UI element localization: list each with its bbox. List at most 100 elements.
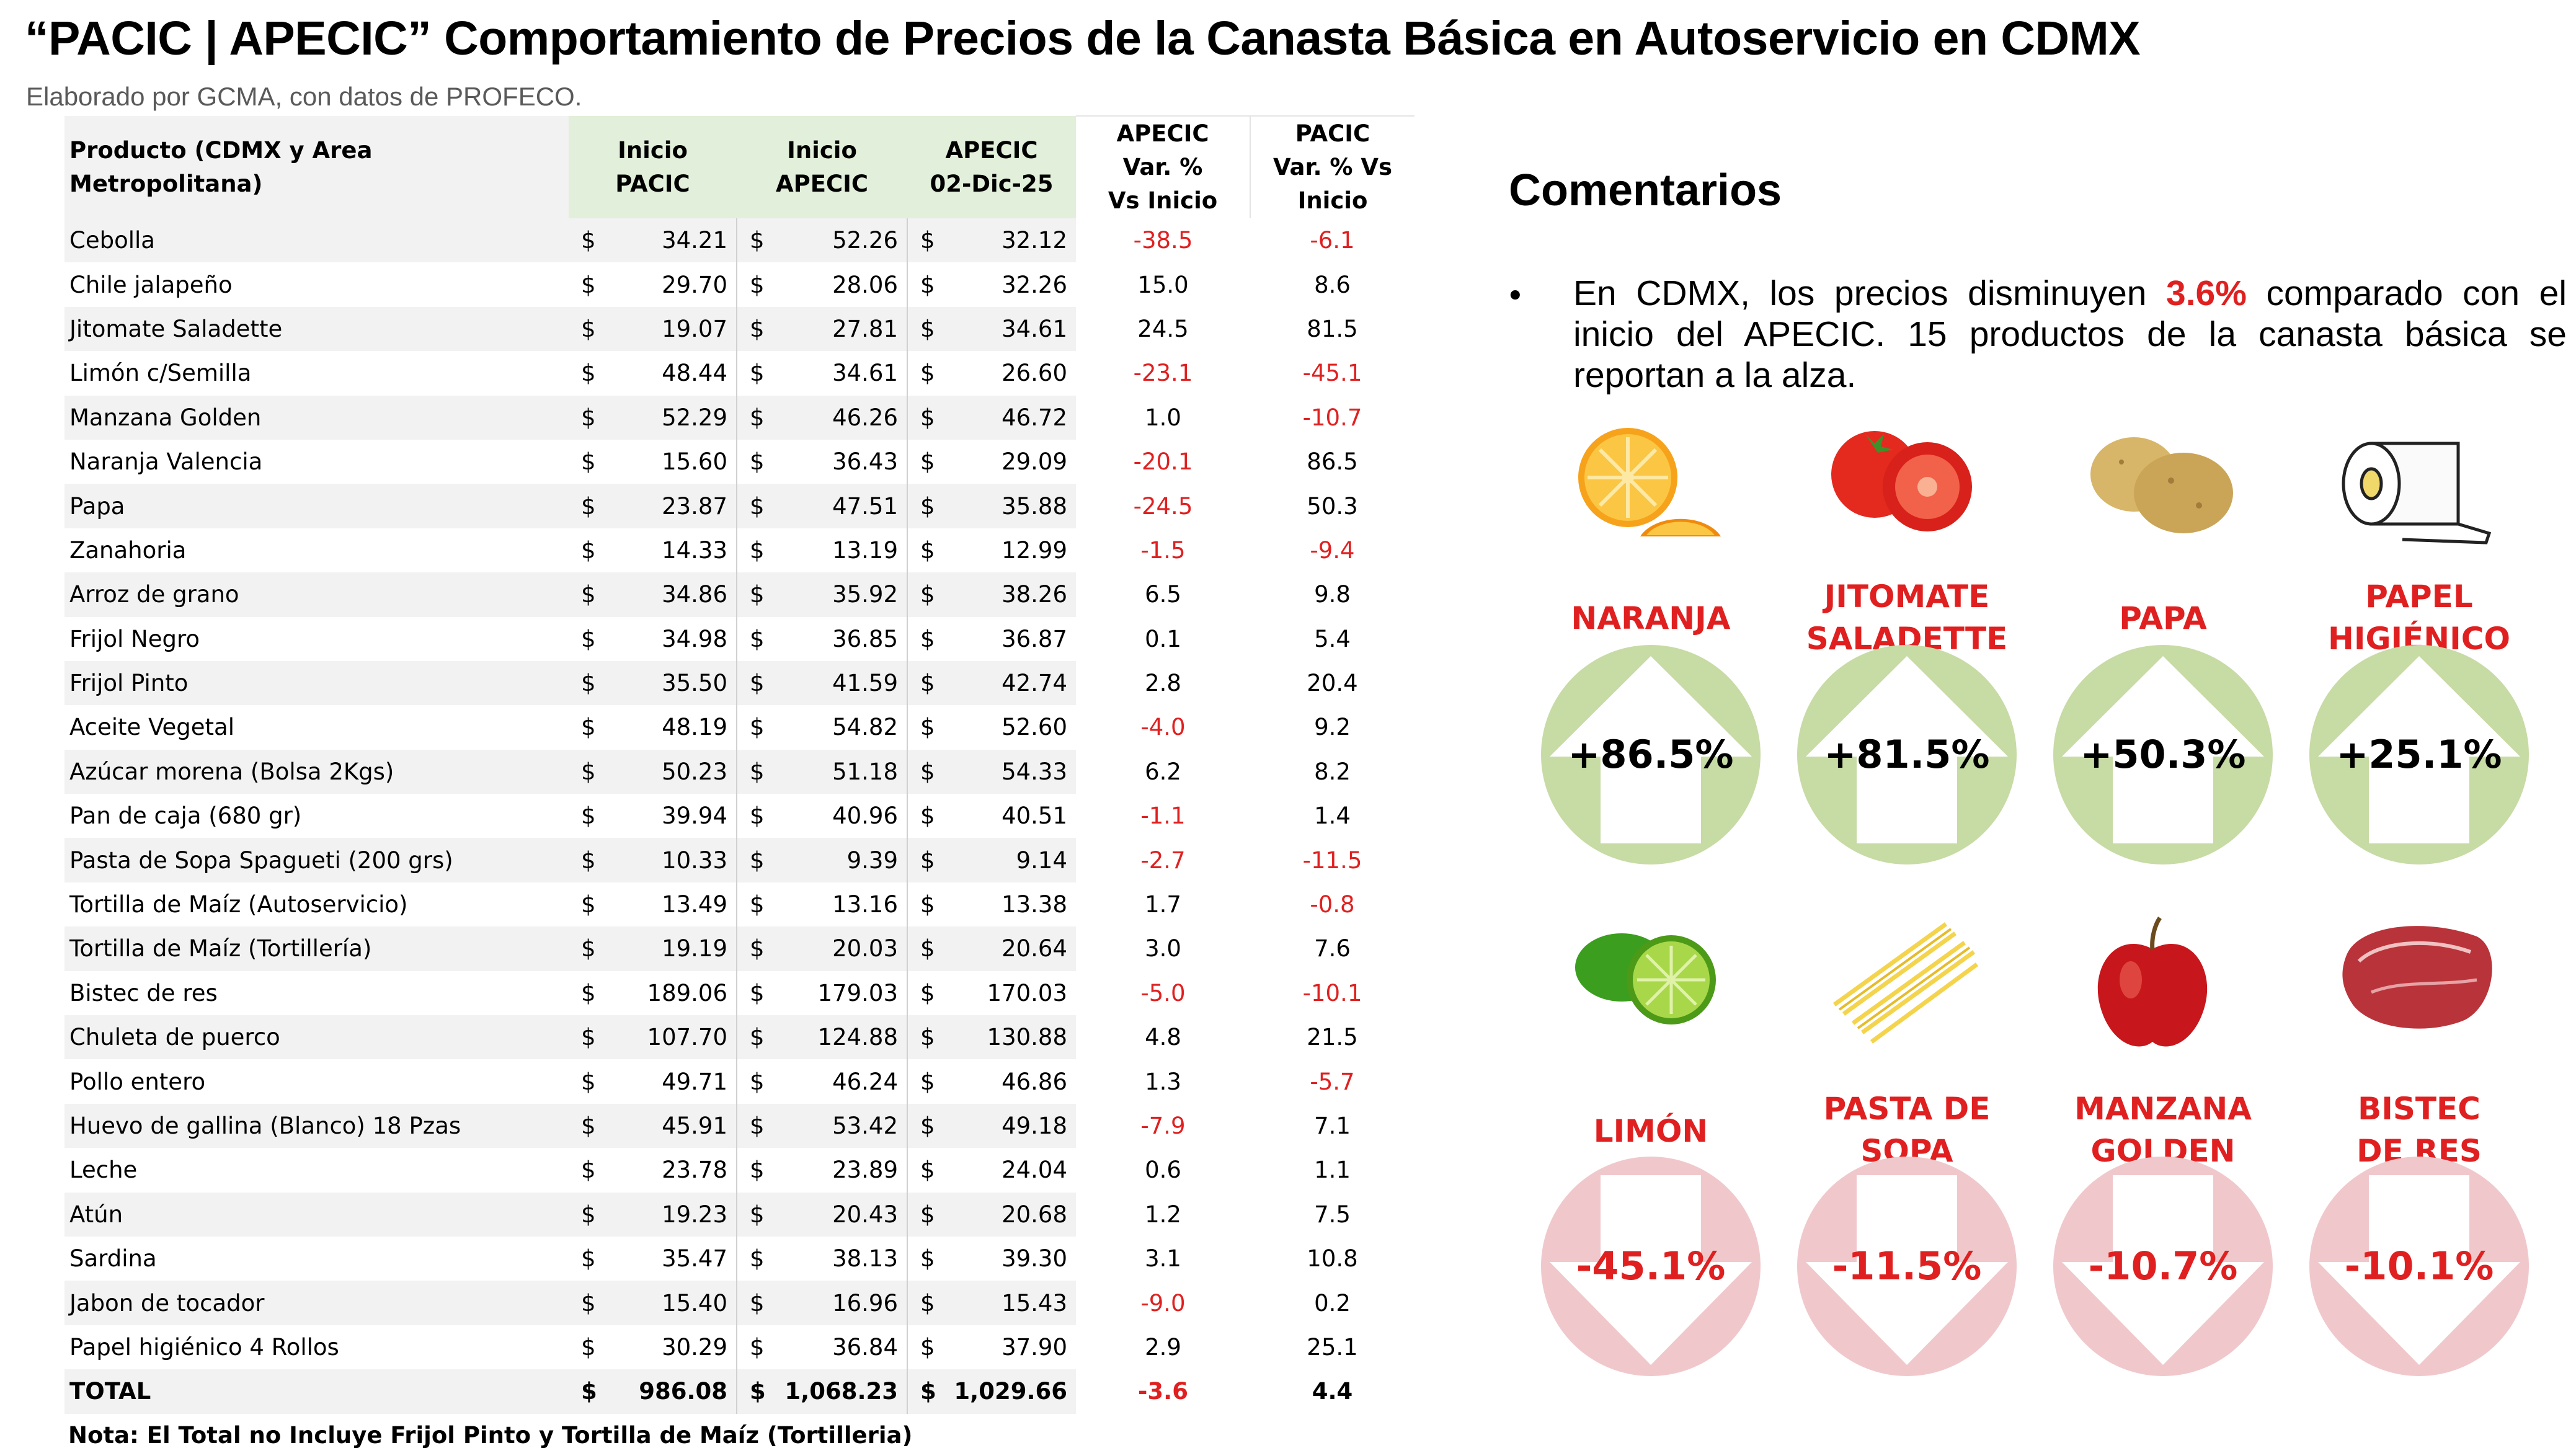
dollar-sign: $: [920, 1068, 935, 1095]
price-value: 1,068.23: [784, 1378, 898, 1405]
price-value: 15.40: [662, 1289, 727, 1317]
header-line: Inicio: [618, 136, 688, 164]
product-cell: Chile jalapeño: [69, 271, 233, 298]
header-line: APECIC: [945, 136, 1038, 164]
apecic-var-cell: 15.0: [1137, 271, 1189, 298]
price-value: 53.42: [832, 1113, 898, 1139]
dollar-sign: $: [581, 846, 596, 874]
bullet-icon: •: [1506, 278, 1525, 315]
decrease-badge: -10.1%: [2309, 1157, 2529, 1376]
badge-value: +25.1%: [2336, 732, 2502, 777]
dollar-sign: $: [920, 1113, 935, 1139]
apecic-var-cell: -7.9: [1140, 1113, 1186, 1139]
dollar-sign: $: [581, 891, 596, 918]
apecic-cell: $40.51: [907, 794, 1076, 838]
apecic-cell: $38.26: [907, 572, 1076, 617]
dollar-sign: $: [581, 1333, 596, 1361]
dollar-sign: $: [920, 360, 935, 387]
pacic-var-cell: 0.2: [1314, 1289, 1351, 1317]
price-value: 19.07: [662, 315, 727, 342]
dollar-sign: $: [750, 492, 765, 520]
inicio-pacic-cell: $23.87: [569, 484, 737, 528]
dollar-sign: $: [920, 1201, 935, 1228]
inicio-pacic-cell: $23.78: [569, 1148, 737, 1192]
dollar-sign: $: [581, 448, 596, 476]
product-cell: Arroz de grano: [64, 572, 569, 617]
inicio-pacic-cell: $14.33: [569, 528, 737, 572]
dollar-sign: $: [581, 979, 596, 1006]
product-cell: Huevo de gallina (Blanco) 18 Pzas: [64, 1103, 569, 1149]
inicio-pacic-cell: $107.70: [569, 1015, 737, 1060]
inicio-pacic-cell: $45.91: [569, 1103, 737, 1149]
apecic-cell: $170.03: [907, 971, 1076, 1016]
potato-icon: [2078, 419, 2239, 545]
price-value: 36.85: [832, 625, 898, 652]
column-header-inicio-apecic: Inicio APECIC: [737, 116, 907, 218]
product-cell: Manzana Golden: [64, 395, 569, 440]
apecic-cell: $13.38: [907, 882, 1076, 927]
apecic-var-cell: 1.2: [1145, 1201, 1181, 1228]
price-value: 40.96: [832, 802, 898, 830]
toilet-paper-icon: [2334, 419, 2495, 551]
pacic-var-cell: -10.7: [1302, 404, 1362, 431]
price-value: 37.90: [1002, 1333, 1067, 1361]
price-value: 46.24: [832, 1068, 898, 1095]
inicio-pacic-cell: $35.50: [569, 660, 737, 706]
product-cell: Limón c/Semilla: [69, 360, 252, 387]
dollar-sign: $: [581, 1378, 597, 1405]
price-value: 13.49: [662, 891, 727, 918]
table-row: Naranja Valencia $15.60 $36.43 $29.09 -20.1 8…: [64, 439, 1415, 484]
table-row: Arroz de grano $34.86 $35.92 $38.26 6.5 9.8: [64, 572, 1415, 617]
column-header-inicio-pacic: Inicio PACIC: [569, 116, 737, 218]
pacic-var-cell: 10.8: [1307, 1245, 1358, 1273]
page-subtitle: Elaborado por GCMA, con datos de PROFECO…: [26, 82, 582, 111]
price-value: 23.89: [832, 1157, 898, 1184]
table-header-row: Producto (CDMX y Area Metropolitana) Ini…: [64, 115, 1415, 218]
apecic-cell: $32.26: [907, 262, 1076, 307]
apecic-var-cell: -2.7: [1140, 846, 1186, 874]
dollar-sign: $: [581, 536, 596, 564]
tomato-icon: [1822, 419, 1983, 551]
price-table: Producto (CDMX y Area Metropolitana) Ini…: [64, 115, 1415, 1414]
inicio-apecic-cell: $28.06: [736, 262, 907, 307]
dollar-sign: $: [750, 1201, 765, 1228]
inicio-pacic-cell: $34.98: [569, 617, 737, 661]
inicio-apecic-cell: $47.51: [736, 484, 907, 528]
dollar-sign: $: [581, 1157, 596, 1184]
pacic-var-cell: 86.5: [1307, 448, 1358, 476]
price-value: 189.06: [647, 979, 727, 1006]
price-value: 13.19: [832, 536, 898, 564]
increase-badge: +86.5%: [1541, 645, 1761, 864]
pacic-var-cell: 81.5: [1307, 315, 1358, 342]
table-row: Sardina $35.47 $38.13 $39.30 3.1 10.8: [64, 1236, 1415, 1281]
apecic-cell: $54.33: [907, 749, 1076, 794]
product-cell: Pollo entero: [69, 1068, 206, 1095]
price-value: 107.70: [647, 1024, 727, 1051]
apecic-var-cell: 6.2: [1145, 758, 1181, 785]
apecic-var-cell: 1.7: [1145, 891, 1181, 918]
table-row: Pan de caja (680 gr) $39.94 $40.96 $40.51 -1…: [64, 794, 1415, 838]
apecic-cell: $37.90: [907, 1325, 1076, 1370]
pacic-var-cell: 50.3: [1307, 492, 1358, 520]
price-value: 15.60: [662, 448, 727, 476]
dollar-sign: $: [581, 1289, 596, 1317]
product-cell: Frijol Negro: [69, 625, 200, 652]
apecic-cell: $46.86: [907, 1059, 1076, 1104]
dollar-sign: $: [750, 404, 765, 431]
dollar-sign: $: [920, 846, 935, 874]
header-line: 02-Dic-25: [930, 170, 1054, 197]
dollar-sign: $: [750, 360, 765, 387]
inicio-apecic-cell: $179.03: [736, 971, 907, 1016]
pacic-var-cell: 8.2: [1314, 758, 1351, 785]
table-row: Frijol Negro $34.98 $36.85 $36.87 0.1 5.4: [64, 616, 1415, 661]
product-cell: TOTAL: [64, 1369, 569, 1414]
price-value: 1,029.66: [954, 1378, 1067, 1405]
decrease-badge: -45.1%: [1541, 1157, 1761, 1376]
inicio-pacic-cell: $50.23: [569, 749, 737, 794]
price-value: 29.70: [662, 271, 727, 298]
dollar-sign: $: [750, 1113, 765, 1139]
header-line: Inicio: [787, 136, 857, 164]
pacic-var-cell: 5.4: [1314, 625, 1351, 652]
inicio-apecic-cell: $36.43: [736, 439, 907, 484]
column-header-apecic-var: APECIC Var. % Vs Inicio: [1076, 115, 1251, 218]
